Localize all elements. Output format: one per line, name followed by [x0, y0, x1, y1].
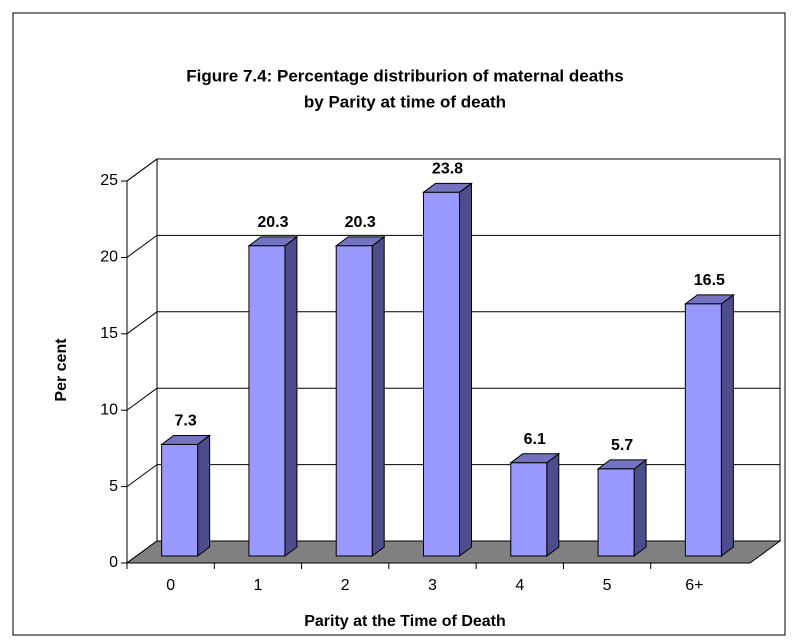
value-label: 20.3: [257, 214, 288, 231]
bar-front: [684, 303, 722, 557]
grid-line: [126, 464, 158, 488]
x-tick-label: 0: [166, 577, 175, 594]
value-label: 7.3: [175, 413, 197, 430]
bar-front: [597, 468, 635, 557]
grid-line: [126, 311, 158, 335]
grid-line: [126, 234, 158, 258]
y-tick-label: 15: [100, 325, 118, 342]
bar-front: [510, 462, 548, 557]
value-label: 23.8: [432, 161, 463, 178]
x-tick-label: 6+: [685, 577, 703, 594]
bar: [160, 434, 212, 557]
y-tick-label: 10: [100, 401, 118, 418]
grid-line: [126, 158, 158, 182]
x-tick-label: 5: [603, 577, 612, 594]
bar-side: [197, 434, 211, 557]
value-label: 16.5: [694, 272, 725, 289]
bar: [596, 458, 648, 557]
bar-front: [335, 245, 373, 557]
chart-subtitle: by Parity at time of death: [304, 92, 506, 111]
bar-side: [371, 235, 385, 557]
x-tick-label: 2: [341, 577, 350, 594]
bar-front: [161, 443, 199, 557]
bar: [509, 452, 561, 557]
value-label: 6.1: [524, 431, 546, 448]
y-tick-label: 0: [109, 554, 118, 571]
x-tick-label: 1: [253, 577, 262, 594]
y-tick-label: 20: [100, 249, 118, 266]
bar-front: [248, 245, 286, 557]
x-tick-label: 3: [428, 577, 437, 594]
value-label: 20.3: [345, 214, 376, 231]
y-tick-label: 5: [109, 478, 118, 495]
x-axis-label: Parity at the Time of Death: [304, 613, 506, 630]
side-wall: [126, 158, 158, 564]
bar-side: [633, 458, 647, 557]
bar-front: [423, 191, 460, 557]
bar-side: [720, 293, 734, 557]
bar: [422, 182, 473, 557]
bar-side: [284, 235, 298, 557]
grid-line: [126, 387, 158, 411]
bar: [683, 293, 735, 557]
x-tick-label: 4: [515, 577, 524, 594]
value-label: 5.7: [611, 437, 633, 454]
y-axis-label: Per cent: [53, 338, 70, 402]
y-tick-label: 25: [100, 172, 118, 189]
bar-side: [459, 182, 472, 557]
bar: [334, 235, 386, 557]
bar-side: [546, 452, 560, 557]
chart-title: Figure 7.4: Percentage distriburion of m…: [186, 66, 623, 85]
bar: [247, 235, 299, 557]
